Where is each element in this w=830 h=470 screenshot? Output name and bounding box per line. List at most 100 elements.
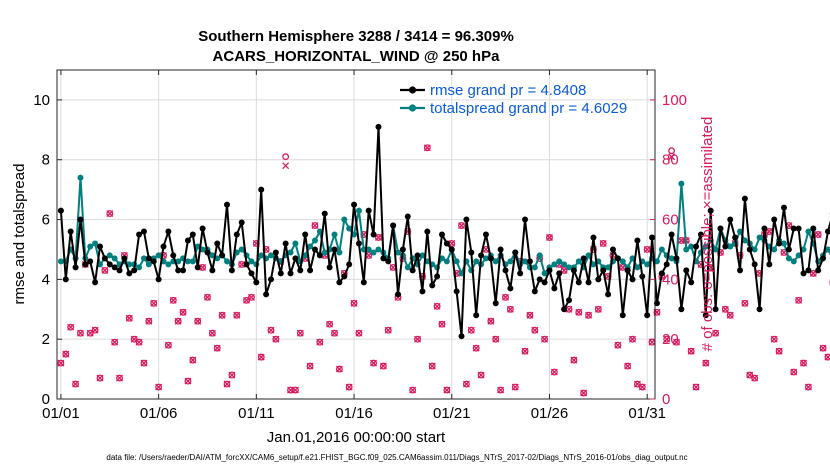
rmse-point [776, 240, 783, 247]
spread-point [292, 240, 299, 247]
rmse-point [751, 261, 758, 268]
obs-assimilated-point [184, 377, 192, 385]
obs-possible-point [375, 234, 382, 241]
rmse-point [815, 267, 822, 274]
spread-point [634, 264, 641, 271]
obs-possible-point [169, 296, 177, 304]
obs-possible-point [585, 311, 593, 319]
obs-assimilated-point [741, 299, 749, 307]
spread-point [536, 252, 543, 259]
obs-assimilated-point [814, 231, 822, 238]
obs-assimilated-stroke [726, 311, 734, 319]
rmse-point [673, 255, 680, 262]
rmse-point [194, 264, 201, 271]
obs-assimilated-point [135, 338, 143, 346]
obs-assimilated-stroke [116, 374, 123, 382]
obs-assimilated-point [179, 308, 187, 316]
rmse-point [136, 231, 143, 238]
spread-point [336, 249, 343, 256]
spread-point [184, 258, 191, 265]
obs-possible-point [673, 338, 680, 346]
rmse-point [780, 204, 787, 211]
rmse-point [395, 291, 402, 298]
chart-title: Southern Hemisphere 3288 / 3414 = 96.309… [198, 28, 514, 45]
rmse-point [585, 279, 592, 286]
rmse-point [409, 267, 416, 274]
rmse-point [526, 258, 533, 265]
obs-assimilated-point [243, 296, 251, 304]
obs-assimilated-stroke [62, 350, 70, 358]
obs-possible-point [326, 320, 334, 328]
spread-point [712, 246, 719, 253]
obs-assimilated-stroke [692, 383, 700, 391]
obs-assimilated-point [531, 326, 539, 334]
spread-point [57, 258, 64, 265]
x-tick-label: 01/06 [140, 405, 178, 422]
obs-assimilated-stroke [223, 380, 231, 388]
rmse-point [771, 216, 778, 223]
rmse-point [287, 270, 294, 277]
spread-point [136, 264, 143, 271]
obs-possible-point [511, 383, 519, 391]
rmse-point [722, 243, 729, 250]
obs-possible-point [331, 329, 338, 337]
spread-point [702, 243, 709, 250]
obs-assimilated-point [218, 311, 226, 319]
rmse-point [756, 306, 763, 313]
spread-point [224, 258, 231, 265]
obs-assimilated-stroke [458, 222, 465, 229]
obs-assimilated-stroke [370, 359, 378, 367]
obs-possible-point [795, 296, 803, 304]
rmse-point [624, 267, 631, 274]
spread-point [771, 246, 778, 253]
spread-point [683, 246, 690, 253]
obs-possible-point [770, 335, 778, 343]
obs-possible-point [72, 380, 80, 388]
obs-possible-point [541, 335, 549, 343]
obs-assimilated-point [614, 341, 622, 349]
obs-assimilated-point [267, 326, 275, 334]
obs-assimilated-stroke [570, 356, 578, 364]
obs-assimilated-stroke [331, 329, 338, 337]
y-tick-label-left: 6 [42, 212, 50, 229]
spread-point [605, 264, 612, 271]
rmse-point [336, 279, 343, 286]
obs-possible-point [594, 305, 602, 313]
obs-possible-point [790, 368, 798, 376]
obs-assimilated-stroke [687, 347, 695, 355]
obs-assimilated-stroke [599, 240, 607, 247]
obs-assimilated-point [57, 359, 65, 367]
rmse-point [311, 246, 318, 253]
rmse-point [272, 249, 279, 256]
rmse-point [810, 225, 817, 232]
rmse-point [790, 225, 797, 232]
obs-assimilated-point [233, 311, 241, 319]
rmse-point [150, 258, 157, 265]
rmse-point [688, 279, 695, 286]
obs-possible-point [614, 341, 622, 349]
rmse-point [184, 237, 191, 244]
rmse-point [385, 258, 392, 265]
obs-assimilated-stroke [765, 228, 773, 235]
obs-possible-point [116, 374, 123, 382]
spread-point [805, 228, 812, 235]
obs-possible-point [580, 389, 588, 397]
rmse-point [453, 288, 460, 295]
spread-point [238, 246, 245, 253]
obs-possible-point [560, 266, 568, 274]
obs-possible-point [316, 338, 324, 346]
y-axis-right-label: # of obs: o=possible; ×=assimilated [699, 117, 716, 352]
obs-assimilated-stroke [96, 374, 104, 382]
obs-possible-point [497, 386, 505, 394]
obs-assimilated-point [541, 335, 549, 343]
rmse-point [507, 285, 514, 292]
obs-assimilated-point [423, 144, 431, 152]
obs-possible-point [218, 311, 226, 319]
rmse-point [693, 243, 700, 250]
rmse-point [126, 270, 133, 277]
rmse-point [458, 333, 465, 340]
obs-possible-point [687, 347, 695, 355]
obs-assimilated-point [467, 326, 475, 334]
rmse-point [351, 201, 358, 208]
obs-possible-point [350, 299, 358, 307]
